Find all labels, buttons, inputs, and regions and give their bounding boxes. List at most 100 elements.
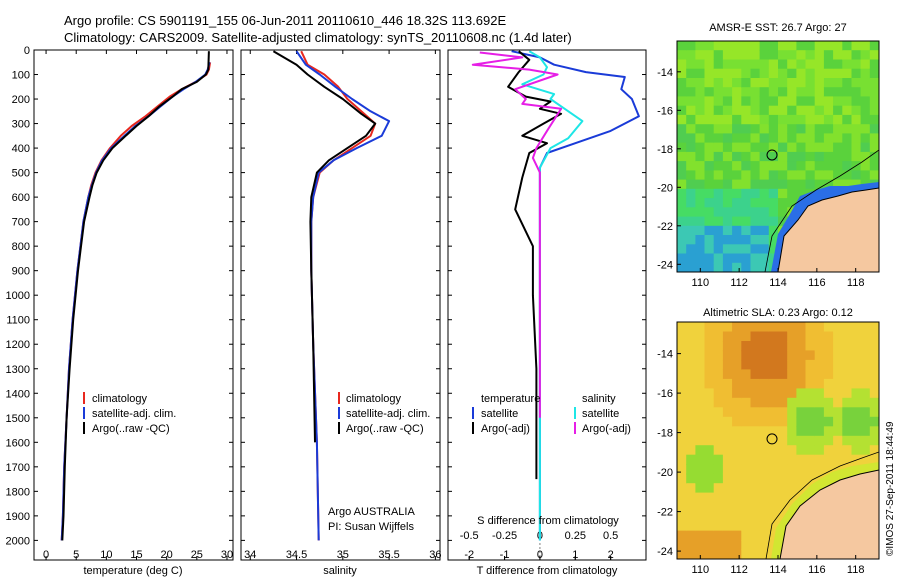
sst-cell xyxy=(778,78,788,88)
sla-cell xyxy=(869,435,879,446)
sst-cell xyxy=(741,50,752,60)
sst-cell xyxy=(750,142,761,153)
sst-cell xyxy=(732,133,742,144)
sla-cell xyxy=(814,350,825,361)
sla-cell xyxy=(704,369,715,380)
sla-cell xyxy=(741,540,752,551)
sla-cell xyxy=(741,369,752,380)
sla-cell xyxy=(768,521,779,532)
sst-cell xyxy=(741,225,752,236)
sst-cell xyxy=(695,124,706,134)
sla-cell xyxy=(796,464,807,475)
sla-cell xyxy=(814,473,825,484)
y-tick-label: 1200 xyxy=(6,339,30,351)
sst-cell xyxy=(704,78,715,88)
series-line-satellite-adj-clim- xyxy=(60,62,211,541)
sla-cell xyxy=(869,388,879,399)
sst-cell xyxy=(677,216,687,227)
sst-cell xyxy=(759,59,770,70)
sla-cell xyxy=(796,369,807,380)
sst-cell xyxy=(851,170,862,181)
sla-cell xyxy=(823,378,834,389)
map-y-tick-label: -22 xyxy=(657,507,673,519)
sst-cell xyxy=(722,78,733,88)
sla-cell xyxy=(741,492,752,503)
sla-cell xyxy=(768,341,779,352)
sst-cell xyxy=(823,124,834,134)
sst-cell xyxy=(722,161,733,171)
sst-cell xyxy=(704,142,715,153)
sst-cell xyxy=(722,59,733,70)
sla-cell xyxy=(677,502,687,513)
sla-cell xyxy=(732,407,742,418)
sla-cell xyxy=(695,378,706,389)
sla-cell xyxy=(842,397,853,408)
sla-cell xyxy=(722,530,733,541)
sst-cell xyxy=(677,225,687,236)
sla-cell xyxy=(851,341,862,352)
sst-cell xyxy=(686,225,696,236)
sst-cell xyxy=(713,133,724,144)
sst-cell xyxy=(713,188,724,199)
sla-cell xyxy=(741,416,752,427)
map-y-tick-label: -14 xyxy=(657,67,673,79)
sst-cell xyxy=(860,151,871,162)
sla-cell xyxy=(759,511,770,522)
sla-cell xyxy=(750,464,761,475)
sla-cell xyxy=(787,322,797,333)
sst-cell xyxy=(833,114,843,125)
sst-cell xyxy=(787,179,797,190)
sst-cell xyxy=(704,133,715,144)
legend-label-argo: Argo(..raw -QC) xyxy=(346,423,424,435)
sst-cell xyxy=(842,50,853,60)
sst-cell xyxy=(814,142,825,153)
sst-cell xyxy=(778,216,788,227)
sst-cell xyxy=(778,87,788,97)
sst-cell xyxy=(713,170,724,181)
sst-cell xyxy=(787,124,797,134)
sst-cell xyxy=(741,78,752,88)
sst-cell xyxy=(768,87,779,97)
sst-cell xyxy=(741,207,752,218)
sst-cell xyxy=(768,151,779,162)
sla-cell xyxy=(686,511,696,522)
sla-cell xyxy=(732,416,742,427)
sst-cell xyxy=(787,68,797,79)
sst-cell xyxy=(842,142,853,153)
sst-cell xyxy=(860,78,871,88)
sst-cell xyxy=(741,105,752,116)
sla-cell xyxy=(741,331,752,342)
sla-map xyxy=(677,322,879,559)
sla-cell xyxy=(842,445,853,456)
y-tick-label: 200 xyxy=(12,94,30,106)
sla-cell xyxy=(750,521,761,532)
sla-cell xyxy=(741,426,752,437)
sst-cell xyxy=(778,114,788,125)
sst-cell xyxy=(759,105,770,116)
sla-cell xyxy=(759,530,770,541)
sla-cell xyxy=(686,407,696,418)
sst-cell xyxy=(796,161,807,171)
sst-cell xyxy=(796,151,807,162)
sst-cell xyxy=(722,87,733,97)
sla-cell xyxy=(686,549,696,559)
sla-cell xyxy=(805,473,816,484)
sst-cell xyxy=(768,216,779,227)
sla-cell xyxy=(677,492,687,503)
sla-cell xyxy=(805,454,816,465)
sst-cell xyxy=(759,253,770,264)
sst-cell xyxy=(759,207,770,218)
sst-cell xyxy=(677,96,687,107)
series-line-climatology xyxy=(60,62,212,541)
sst-cell xyxy=(695,142,706,153)
x-tick-label: 15 xyxy=(130,549,142,561)
sst-cell xyxy=(768,198,779,208)
sst-cell xyxy=(732,216,742,227)
sla-cell xyxy=(677,359,687,370)
sla-cell xyxy=(741,502,752,513)
sst-cell xyxy=(768,244,779,255)
series-line-temperature-satellite xyxy=(511,50,640,541)
sla-cell xyxy=(732,473,742,484)
sla-cell xyxy=(704,388,715,399)
sst-cell xyxy=(759,68,770,79)
